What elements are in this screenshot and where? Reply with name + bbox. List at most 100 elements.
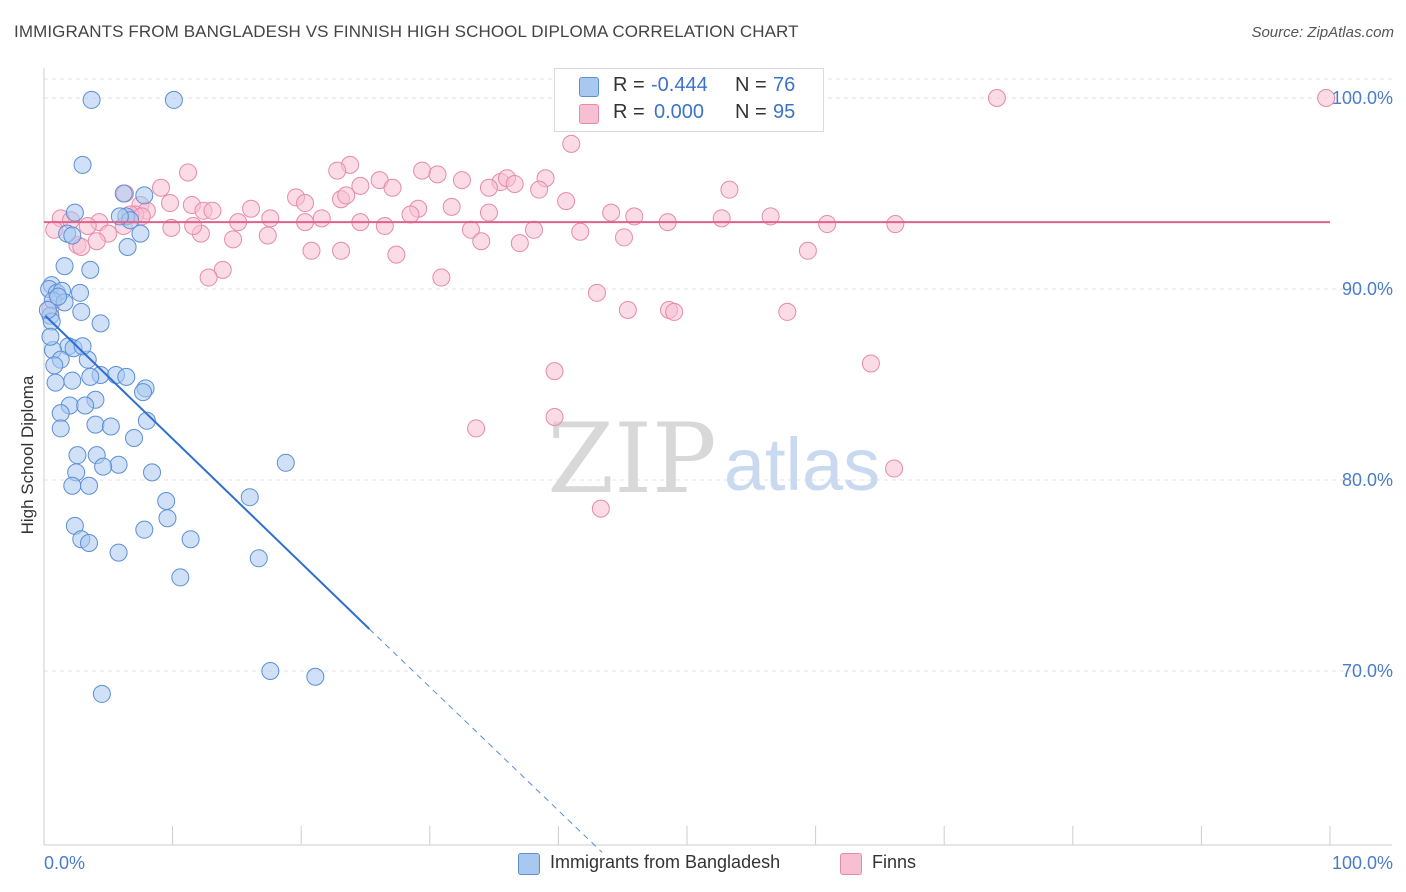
finns-point <box>387 245 406 264</box>
bangladesh-point <box>82 90 101 109</box>
finns-point <box>161 194 180 213</box>
bangladesh-point <box>76 396 95 415</box>
finns-point <box>87 232 106 251</box>
finns-point <box>428 165 447 184</box>
finns-point <box>401 205 420 224</box>
y-tick-label: 80.0% <box>1342 470 1393 490</box>
finns-point <box>530 180 549 199</box>
bangladesh-point <box>157 492 176 511</box>
bangladesh-point <box>41 327 60 346</box>
finns-point <box>545 362 564 381</box>
finns-point <box>337 186 356 205</box>
finns-point <box>618 301 637 320</box>
bottom-legend-finns[interactable]: Finns <box>840 852 940 876</box>
bangladesh-point <box>65 203 84 222</box>
finns-point <box>432 268 451 287</box>
bangladesh-point <box>110 207 129 226</box>
bangladesh-point <box>38 301 57 320</box>
finns-point <box>302 241 321 260</box>
bangladesh-point <box>51 404 70 423</box>
bangladesh-point <box>114 184 133 203</box>
x-tick-label-end: 100.0% <box>1332 853 1393 873</box>
finns-point <box>571 222 590 241</box>
bangladesh-point <box>68 446 87 465</box>
bangladesh-point <box>81 260 100 279</box>
finns-point <box>203 201 222 220</box>
y-tick-label: 100.0% <box>1332 88 1393 108</box>
legend-row-bangladesh: R = -0.444 N = 76 <box>555 74 823 100</box>
legend-r-value: 0.000 <box>654 101 705 123</box>
finns-point <box>78 216 97 235</box>
watermark-atlas: atlas <box>724 423 880 506</box>
bottom-legend-label: Immigrants from Bangladesh <box>550 852 781 872</box>
legend-n-value: 95 <box>773 101 796 123</box>
finns-point <box>591 499 610 518</box>
finns-point <box>351 176 370 195</box>
finns-point <box>242 199 261 218</box>
finns-point <box>761 207 780 226</box>
finns-point <box>625 207 644 226</box>
finns-point <box>332 241 351 260</box>
finns-point <box>224 230 243 249</box>
finns-point <box>665 302 684 321</box>
bangladesh-point <box>46 373 65 392</box>
y-tick-label: 90.0% <box>1342 279 1393 299</box>
bottom-legend-label: Finns <box>872 852 917 872</box>
finns-point <box>328 161 347 180</box>
bangladesh-point <box>117 367 136 386</box>
bangladesh-point <box>63 226 82 245</box>
finns-point <box>375 216 394 235</box>
bangladesh-point <box>73 337 92 356</box>
finns-point <box>472 232 491 251</box>
bangladesh-point <box>51 419 70 438</box>
finns-point <box>602 203 621 222</box>
legend-n-value: 76 <box>773 74 796 96</box>
finns-point <box>179 163 198 182</box>
bangladesh-point <box>109 543 128 562</box>
finns-point <box>184 216 203 235</box>
finns-point <box>505 174 524 193</box>
bangladesh-point <box>109 455 128 474</box>
finns-point <box>199 268 218 287</box>
bangladesh-point <box>94 457 113 476</box>
bangladesh-point <box>306 667 325 686</box>
legend-n-label: N = <box>735 74 767 96</box>
finns-point <box>162 218 181 237</box>
finns-point <box>312 209 331 228</box>
finns-point <box>452 171 471 190</box>
bangladesh-point <box>71 283 90 302</box>
finns-point <box>258 226 277 245</box>
bangladesh-point <box>55 257 74 276</box>
y-tick-label: 70.0% <box>1342 661 1393 681</box>
finns-point <box>545 407 564 426</box>
bangladesh-point <box>63 371 82 390</box>
bangladesh-point <box>80 476 99 495</box>
finns-point <box>296 194 315 213</box>
finns-point <box>479 178 498 197</box>
bottom-legend-bangladesh[interactable]: Immigrants from Bangladesh <box>518 852 818 876</box>
finns-point <box>557 192 576 211</box>
chart-title: IMMIGRANTS FROM BANGLADESH VS FINNISH HI… <box>14 22 799 41</box>
finns-point <box>798 241 817 260</box>
bangladesh-point <box>158 509 177 528</box>
finns-point <box>383 178 402 197</box>
bangladesh-point <box>49 287 68 306</box>
bangladesh-point <box>261 662 280 680</box>
finns-point <box>467 419 486 438</box>
bangladesh-point <box>164 90 183 109</box>
bangladesh-point <box>101 417 120 436</box>
finns-point <box>587 283 606 302</box>
legend-r-label: R = <box>613 101 645 123</box>
bangladesh-point <box>45 356 64 375</box>
finns-point <box>261 209 280 228</box>
bangladesh-point <box>135 186 154 205</box>
bangladesh-point <box>131 224 150 243</box>
legend-n-label: N = <box>735 101 767 123</box>
bangladesh-point <box>171 568 190 587</box>
bangladesh-point <box>240 488 259 507</box>
finns-point <box>1317 89 1336 107</box>
bangladesh-trend-extension <box>369 628 603 853</box>
bangladesh-point <box>125 428 144 447</box>
bangladesh-point <box>135 520 154 539</box>
